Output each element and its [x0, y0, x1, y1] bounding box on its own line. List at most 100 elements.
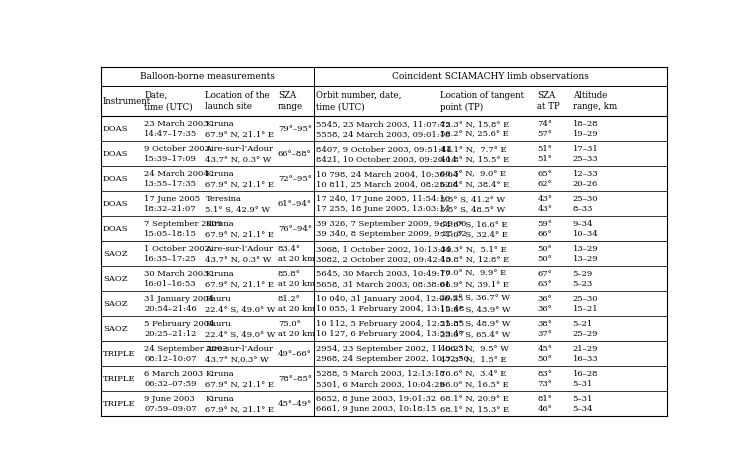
Text: Aire-sur-l’Adour
43.7° N, 0.3° W: Aire-sur-l’Adour 43.7° N, 0.3° W [205, 145, 273, 163]
Text: TRIPLE: TRIPLE [103, 399, 136, 408]
Text: 67°
63°: 67° 63° [538, 270, 552, 288]
Text: Kiruna
67.9° N, 21.1° E: Kiruna 67.9° N, 21.1° E [205, 395, 274, 413]
Text: 78°–85°: 78°–85° [278, 375, 312, 383]
Text: 10 798, 24 March 2004, 10:36:04
10 811, 25 March 2004, 08:25:08: 10 798, 24 March 2004, 10:36:04 10 811, … [317, 170, 459, 188]
Text: 5–31
5–34: 5–31 5–34 [572, 395, 593, 413]
Text: 17–31
25–33: 17–31 25–33 [572, 145, 598, 163]
Text: 5.5° S, 41.2° W
5.5° S, 48.5° W: 5.5° S, 41.2° W 5.5° S, 48.5° W [440, 195, 506, 213]
Text: 24 March 2004
13:55–17:35: 24 March 2004 13:55–17:35 [145, 170, 209, 188]
Text: Kiruna
67.9° N, 21.1° E: Kiruna 67.9° N, 21.1° E [205, 120, 274, 138]
Text: SZA
range: SZA range [278, 91, 303, 112]
Text: 65°
62°: 65° 62° [538, 170, 552, 188]
Text: Coincident SCIAMACHY limb observations: Coincident SCIAMACHY limb observations [392, 72, 589, 81]
Text: Aire-sur-l’Adour
43.7° N,0.3° W: Aire-sur-l’Adour 43.7° N,0.3° W [205, 345, 273, 363]
Text: Kiruna
67.9° N, 21.1° E: Kiruna 67.9° N, 21.1° E [205, 219, 274, 238]
Text: 30 March 2003
16:01–16:53: 30 March 2003 16:01–16:53 [145, 270, 209, 288]
Text: 40.2° N,  9.5° W
47.3° N,  1.5° E: 40.2° N, 9.5° W 47.3° N, 1.5° E [440, 345, 509, 363]
Text: 83.4°
at 20 km: 83.4° at 20 km [278, 245, 315, 263]
Text: Bauru
22.4° S, 49.0° W: Bauru 22.4° S, 49.0° W [205, 294, 276, 313]
Text: 68.1° N, 20.9° E
68.1° N, 15.3° E: 68.1° N, 20.9° E 68.1° N, 15.3° E [440, 395, 509, 413]
Text: 41.1° N,  7.7° E
40.8° N, 15.5° E: 41.1° N, 7.7° E 40.8° N, 15.5° E [440, 145, 509, 163]
Text: 74°
57°: 74° 57° [538, 120, 553, 138]
Text: SAOZ: SAOZ [103, 300, 127, 308]
Text: 66.3° N,  9.0° E
62.4° N, 38.4° E: 66.3° N, 9.0° E 62.4° N, 38.4° E [440, 170, 509, 188]
Text: 43°
43°: 43° 43° [538, 195, 553, 213]
Text: 59°
66°: 59° 66° [538, 219, 552, 238]
Text: 76°–94°: 76°–94° [278, 225, 312, 233]
Text: 75.3° N, 15.8° E
56.2° N, 25.6° E: 75.3° N, 15.8° E 56.2° N, 25.6° E [440, 120, 509, 138]
Text: 5645, 30 March 2003, 10:49:17
5658, 31 March 2003, 08:38:01: 5645, 30 March 2003, 10:49:17 5658, 31 M… [317, 270, 451, 288]
Text: 81°
46°: 81° 46° [538, 395, 552, 413]
Text: 24 September 2002
08:12–10:07: 24 September 2002 08:12–10:07 [145, 345, 228, 363]
Text: DOAS: DOAS [103, 225, 128, 233]
Text: 9–34
10–34: 9–34 10–34 [572, 219, 598, 238]
Text: Kiruna
67.9° N, 21.1° E: Kiruna 67.9° N, 21.1° E [205, 270, 274, 288]
Text: 50°
50°: 50° 50° [538, 245, 552, 263]
Text: SAOZ: SAOZ [103, 325, 127, 332]
Text: Instrument: Instrument [103, 97, 151, 106]
Text: SZA
at TP: SZA at TP [538, 91, 560, 112]
Text: 51°
51°: 51° 51° [538, 145, 552, 163]
Text: 6652, 8 June 2003, 19:01:32
6661, 9 June 2003, 10:18:15: 6652, 8 June 2003, 19:01:32 6661, 9 June… [317, 395, 437, 413]
Text: 8407, 9 October 2003, 09:51:44
8421, 10 October 2003, 09:20:14: 8407, 9 October 2003, 09:51:44 8421, 10 … [317, 145, 458, 163]
Text: Kiruna
67.9° N, 21.1° E: Kiruna 67.9° N, 21.1° E [205, 370, 274, 388]
Text: Balloon-borne measurements: Balloon-borne measurements [140, 72, 275, 81]
Text: Kiruna
67.9° N, 21.1° E: Kiruna 67.9° N, 21.1° E [205, 170, 274, 188]
Text: 21–29
16–33: 21–29 16–33 [572, 345, 598, 363]
Text: DOAS: DOAS [103, 150, 128, 158]
Text: 10 040, 31 January 2004, 12:06:55
10 055, 1 February 2004, 13:15:48: 10 040, 31 January 2004, 12:06:55 10 055… [317, 294, 465, 313]
Text: 5545, 23 March 2003, 11:07:42
5558, 24 March 2003, 09:01:18: 5545, 23 March 2003, 11:07:42 5558, 24 M… [317, 120, 451, 138]
Text: 23 March 2003
14:47–17:35: 23 March 2003 14:47–17:35 [145, 120, 209, 138]
Text: 18–28
19–29: 18–28 19–29 [572, 120, 598, 138]
Text: Date,
time (UTC): Date, time (UTC) [145, 91, 193, 112]
Text: Location of tangent
point (TP): Location of tangent point (TP) [440, 91, 524, 112]
Text: 17 June 2005
18:32–21:07: 17 June 2005 18:32–21:07 [145, 195, 201, 213]
Text: 31 January 2004
20:54–21:46: 31 January 2004 20:54–21:46 [145, 294, 214, 313]
Text: Orbit number, date,
time (UTC): Orbit number, date, time (UTC) [317, 91, 402, 112]
Text: 9 June 2003
07:59–09:07: 9 June 2003 07:59–09:07 [145, 395, 197, 413]
Text: 17 240, 17 June 2005, 11:54:16
17 255, 18 June 2005, 13:03:14: 17 240, 17 June 2005, 11:54:16 17 255, 1… [317, 195, 450, 213]
Text: 66°–88°: 66°–88° [278, 150, 312, 158]
Text: Bauru
22.4° S, 49.0° W: Bauru 22.4° S, 49.0° W [205, 320, 276, 338]
Text: Altitude
range, km: Altitude range, km [572, 91, 616, 112]
Text: 44.3° N,  5.1° E
43.8° N, 12.8° E: 44.3° N, 5.1° E 43.8° N, 12.8° E [440, 245, 509, 263]
Text: 76.6° N,  3.4° E
66.0° N, 16.5° E: 76.6° N, 3.4° E 66.0° N, 16.5° E [440, 370, 509, 388]
Text: TRIPLE: TRIPLE [103, 350, 136, 358]
Text: 2954, 23 September 2002, 11:06:31
2968, 24 September 2002, 10:32:50: 2954, 23 September 2002, 11:06:31 2968, … [317, 345, 470, 363]
Text: 64.6° S, 16.6° E
71.0° S, 32.4° E: 64.6° S, 16.6° E 71.0° S, 32.4° E [440, 219, 508, 238]
Text: 72°–95°: 72°–95° [278, 175, 312, 183]
Text: 45°
50°: 45° 50° [538, 345, 553, 363]
Text: 20.2° S, 36.7° W
19.8° S, 43.9° W: 20.2° S, 36.7° W 19.8° S, 43.9° W [440, 294, 511, 313]
Text: 79°–95°: 79°–95° [278, 125, 312, 133]
Text: 3068, 1 October 2002, 10:13:39
3082, 2 October 2002, 09:42:10: 3068, 1 October 2002, 10:13:39 3082, 2 O… [317, 245, 452, 263]
Text: 49°–66°: 49°–66° [278, 350, 312, 358]
Text: DOAS: DOAS [103, 200, 128, 208]
Text: SAOZ: SAOZ [103, 275, 127, 283]
Text: 83°
73°: 83° 73° [538, 370, 552, 388]
Text: 75.0°
at 20 km: 75.0° at 20 km [278, 320, 315, 338]
Text: Teresina
5.1° S, 42.9° W: Teresina 5.1° S, 42.9° W [205, 195, 270, 213]
Text: 5 February 2004
20:25–21:12: 5 February 2004 20:25–21:12 [145, 320, 215, 338]
Text: 9 October 2003
15:39–17:09: 9 October 2003 15:39–17:09 [145, 145, 210, 163]
Text: 25.8° S, 48.9° W
23.0° S, 65.4° W: 25.8° S, 48.9° W 23.0° S, 65.4° W [440, 320, 511, 338]
Text: 45°–49°: 45°–49° [278, 399, 312, 408]
Text: SAOZ: SAOZ [103, 250, 127, 258]
Text: 38°
37°: 38° 37° [538, 320, 552, 338]
Text: 25–30
15–21: 25–30 15–21 [572, 294, 598, 313]
Text: Aire-sur-l’Adour
43.7° N, 0.3° W: Aire-sur-l’Adour 43.7° N, 0.3° W [205, 245, 273, 263]
Text: 61°–94°: 61°–94° [278, 200, 312, 208]
Text: 10 112, 5 February 2004, 12:51:35
10 127, 6 February 2004, 13:59:47: 10 112, 5 February 2004, 12:51:35 10 127… [317, 320, 464, 338]
Text: 5288, 5 March 2003, 12:13:18
5301, 6 March 2003, 10:04:29: 5288, 5 March 2003, 12:13:18 5301, 6 Mar… [317, 370, 446, 388]
Text: 25–30
8–33: 25–30 8–33 [572, 195, 598, 213]
Text: DOAS: DOAS [103, 175, 128, 183]
Text: 5–21
25–29: 5–21 25–29 [572, 320, 598, 338]
Text: 5–29
5–23: 5–29 5–23 [572, 270, 592, 288]
Text: 81.2°
at 20 km: 81.2° at 20 km [278, 294, 315, 313]
Text: 70.0° N,  9.9° E
66.9° N, 39.1° E: 70.0° N, 9.9° E 66.9° N, 39.1° E [440, 270, 509, 288]
Text: Location of the
launch site: Location of the launch site [205, 91, 270, 112]
Text: 16–28
5–31: 16–28 5–31 [572, 370, 598, 388]
Text: 36°
36°: 36° 36° [538, 294, 552, 313]
Text: 12–33
20–26: 12–33 20–26 [572, 170, 598, 188]
Text: 1 October 2002
16:35–17:25: 1 October 2002 16:35–17:25 [145, 245, 210, 263]
Text: 7 September 2009
15:05–18:15: 7 September 2009 15:05–18:15 [145, 219, 222, 238]
